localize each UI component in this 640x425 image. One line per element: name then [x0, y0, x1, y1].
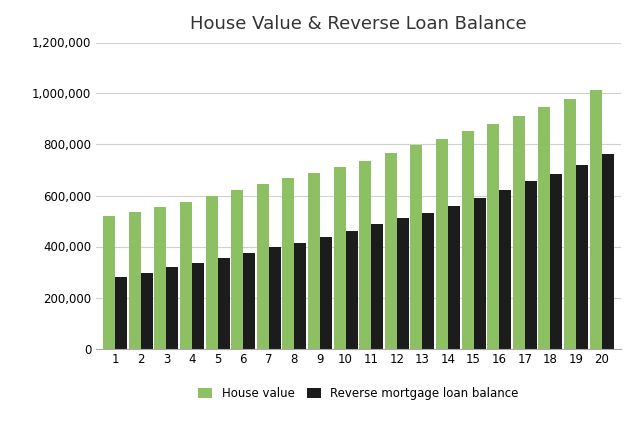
Bar [115, 277, 127, 348]
Bar [397, 218, 409, 348]
Bar [294, 243, 307, 348]
Bar [166, 267, 179, 348]
Bar [538, 107, 550, 348]
Legend: House value, Reverse mortgage loan balance: House value, Reverse mortgage loan balan… [195, 384, 522, 404]
Bar [257, 184, 269, 348]
Bar [192, 263, 204, 348]
Bar [129, 212, 141, 348]
Bar [180, 202, 192, 348]
Title: House Value & Reverse Loan Balance: House Value & Reverse Loan Balance [190, 14, 527, 33]
Bar [602, 154, 614, 348]
Bar [218, 258, 230, 348]
Bar [154, 207, 166, 348]
Bar [320, 237, 332, 348]
Bar [589, 90, 602, 348]
Bar [499, 190, 511, 348]
Bar [448, 206, 460, 348]
Bar [308, 173, 320, 348]
Bar [269, 247, 281, 348]
Bar [333, 167, 346, 348]
Bar [474, 198, 486, 348]
Bar [436, 139, 448, 348]
Bar [564, 99, 576, 348]
Bar [371, 224, 383, 348]
Bar [550, 174, 563, 348]
Bar [422, 212, 435, 348]
Bar [487, 124, 499, 348]
Bar [385, 153, 397, 348]
Bar [346, 231, 358, 348]
Bar [282, 178, 294, 348]
Bar [243, 253, 255, 348]
Bar [231, 190, 243, 348]
Bar [525, 181, 537, 348]
Bar [205, 196, 218, 348]
Bar [576, 165, 588, 348]
Bar [103, 216, 115, 348]
Bar [513, 116, 525, 348]
Bar [141, 272, 153, 348]
Bar [410, 145, 422, 348]
Bar [461, 131, 474, 348]
Bar [359, 161, 371, 348]
